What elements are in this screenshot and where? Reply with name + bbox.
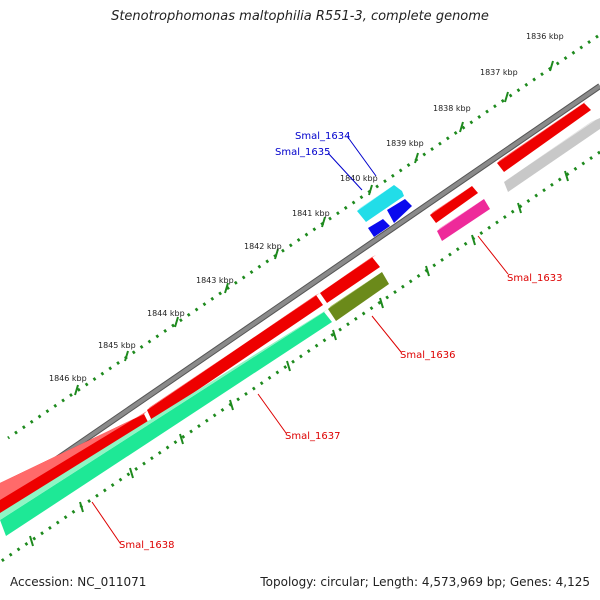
gene-label-smal-1636[interactable]: Smal_1636 <box>400 350 455 361</box>
gene-label-smal-1635[interactable]: Smal_1635 <box>275 147 330 158</box>
feature-smal-1635 <box>368 199 412 237</box>
feature-smal-1636 <box>320 255 389 321</box>
scale-label: 1836 kbp <box>526 32 564 41</box>
feature-grey-topright <box>504 118 600 192</box>
scale-label: 1846 kbp <box>49 374 87 383</box>
scale-label: 1845 kbp <box>98 341 136 350</box>
gene-label-smal-1633[interactable]: Smal_1633 <box>507 273 562 284</box>
scale-label: 1844 kbp <box>147 309 185 318</box>
scale-label: 1842 kbp <box>244 242 282 251</box>
scale-labels: 1836 kbp 1837 kbp 1838 kbp 1839 kbp 1840… <box>49 32 564 383</box>
page-title: Stenotrophomonas maltophilia R551-3, com… <box>111 9 489 24</box>
genome-summary-text: Topology: circular; Length: 4,573,969 bp… <box>260 575 590 589</box>
scale-label: 1840 kbp <box>340 174 378 183</box>
feature-smal-1634 <box>357 183 404 222</box>
gene-label-smal-1637[interactable]: Smal_1637 <box>285 431 340 442</box>
feature-red-topright <box>497 100 591 172</box>
feature-smal-1633 <box>430 184 490 241</box>
outer-scale-ticks <box>74 60 554 396</box>
accession-text: Accession: NC_011071 <box>10 575 147 589</box>
scale-label: 1843 kbp <box>196 276 234 285</box>
scale-label: 1838 kbp <box>433 104 471 113</box>
scale-label: 1841 kbp <box>292 209 330 218</box>
inner-scale-ticks <box>29 170 569 547</box>
gene-labels: Smal_1633 Smal_1634 Smal_1635 Smal_1636 … <box>119 131 562 551</box>
scale-label: 1837 kbp <box>480 68 518 77</box>
gene-label-smal-1634[interactable]: Smal_1634 <box>295 131 350 142</box>
gene-label-smal-1638[interactable]: Smal_1638 <box>119 540 174 551</box>
outer-scale-dots <box>7 34 599 440</box>
feature-smal-1638 <box>0 309 332 536</box>
scale-label: 1839 kbp <box>386 139 424 148</box>
genome-backbone <box>0 84 600 500</box>
label-leader-lines <box>91 135 509 544</box>
inner-scale-dots <box>0 150 600 564</box>
